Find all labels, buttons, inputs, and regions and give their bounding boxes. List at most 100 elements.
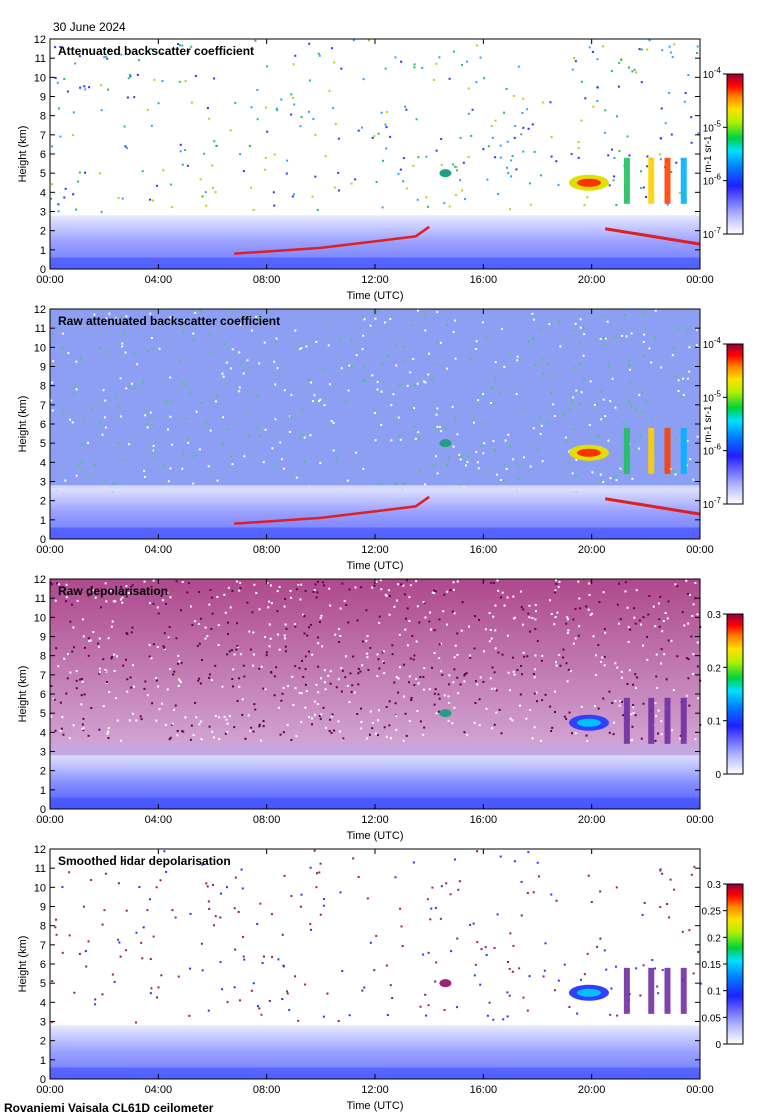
noise-speck	[94, 998, 97, 1001]
noise-speck	[188, 1014, 191, 1017]
noise-speck	[559, 664, 562, 667]
noise-speck	[404, 617, 407, 620]
noise-speck	[416, 198, 419, 201]
noise-speck	[222, 375, 225, 378]
noise-speck	[350, 182, 353, 185]
noise-speck	[484, 628, 487, 631]
cloud-features	[439, 427, 687, 474]
noise-speck	[283, 637, 286, 640]
noise-speck	[686, 439, 689, 442]
noise-speck	[187, 441, 190, 444]
noise-speck	[642, 340, 645, 343]
noise-speck	[520, 914, 523, 917]
noise-speck	[152, 643, 155, 646]
noise-speck	[491, 666, 494, 669]
noise-speck	[284, 597, 287, 600]
noise-speck	[140, 941, 143, 944]
noise-speck	[615, 115, 618, 118]
noise-speck	[434, 688, 437, 691]
noise-speck	[328, 729, 331, 732]
noise-speck	[641, 313, 644, 316]
noise-speck	[512, 670, 515, 673]
noise-speck	[262, 955, 265, 958]
noise-speck	[319, 617, 322, 620]
noise-speck	[478, 698, 481, 701]
noise-speck	[522, 608, 525, 611]
noise-speck	[618, 704, 621, 707]
y-tick-label: 9	[40, 92, 46, 104]
noise-speck	[177, 684, 180, 687]
x-tick-label: 04:00	[145, 814, 173, 826]
noise-speck	[492, 615, 495, 618]
noise-speck	[612, 179, 615, 182]
noise-speck	[642, 616, 645, 619]
noise-speck	[494, 629, 497, 632]
noise-speck	[499, 144, 502, 147]
noise-speck	[435, 961, 438, 964]
noise-speck	[167, 428, 170, 431]
noise-speck	[405, 579, 408, 582]
noise-speck	[415, 677, 418, 680]
noise-speck	[192, 332, 195, 335]
noise-speck	[448, 77, 451, 80]
noise-speck	[659, 906, 662, 909]
cloud-column	[623, 967, 630, 1014]
noise-speck	[298, 348, 301, 351]
colorbar-tick-label: 10-4	[703, 66, 722, 81]
noise-speck	[229, 129, 232, 132]
noise-speck	[56, 81, 59, 84]
noise-speck	[532, 672, 535, 675]
noise-speck	[482, 650, 485, 653]
noise-speck	[473, 615, 476, 618]
noise-speck	[485, 707, 488, 710]
noise-speck	[242, 372, 245, 375]
noise-speck	[491, 727, 494, 730]
noise-speck	[383, 726, 386, 729]
noise-speck	[521, 623, 524, 626]
noise-speck	[366, 897, 369, 900]
noise-speck	[463, 674, 466, 677]
x-axis: 00:00 04:00 08:00 12:00 16:00 20:00 00:00Time …	[36, 849, 714, 1112]
noise-speck	[661, 969, 664, 972]
noise-speck	[323, 898, 326, 901]
noise-speck	[361, 640, 364, 643]
noise-speck	[116, 719, 119, 722]
noise-speck	[306, 634, 309, 637]
y-tick-label: 0	[40, 804, 46, 816]
noise-speck	[176, 734, 179, 737]
noise-speck	[580, 119, 583, 122]
noise-speck	[457, 692, 460, 695]
noise-speck	[295, 735, 298, 738]
noise-speck	[101, 923, 104, 926]
noise-speck	[161, 80, 164, 83]
noise-speck	[531, 737, 534, 740]
noise-speck	[396, 599, 399, 602]
noise-speck	[638, 619, 641, 622]
noise-speck	[201, 969, 204, 972]
noise-speck	[293, 193, 296, 196]
noise-speck	[461, 601, 464, 604]
noise-speck	[408, 675, 411, 678]
y-tick-label: 1	[40, 1055, 46, 1067]
noise-speck	[340, 690, 343, 693]
noise-speck	[177, 678, 180, 681]
noise-speck	[186, 591, 189, 594]
noise-speck	[283, 389, 286, 392]
colorbar: 10-710-610-510-4m-1 sr-1	[703, 66, 744, 241]
noise-speck	[381, 651, 384, 654]
noise-speck	[65, 692, 68, 695]
noise-speck	[481, 421, 484, 424]
noise-speck	[101, 993, 104, 996]
noise-speck	[508, 351, 511, 354]
noise-speck	[427, 373, 430, 376]
noise-speck	[242, 664, 245, 667]
noise-speck	[528, 975, 531, 978]
noise-speck	[687, 622, 690, 625]
noise-speck	[422, 676, 425, 679]
noise-speck	[294, 665, 297, 668]
cloud-column	[623, 427, 630, 474]
noise-speck	[398, 384, 401, 387]
noise-speck	[148, 643, 151, 646]
noise-speck	[60, 727, 63, 730]
